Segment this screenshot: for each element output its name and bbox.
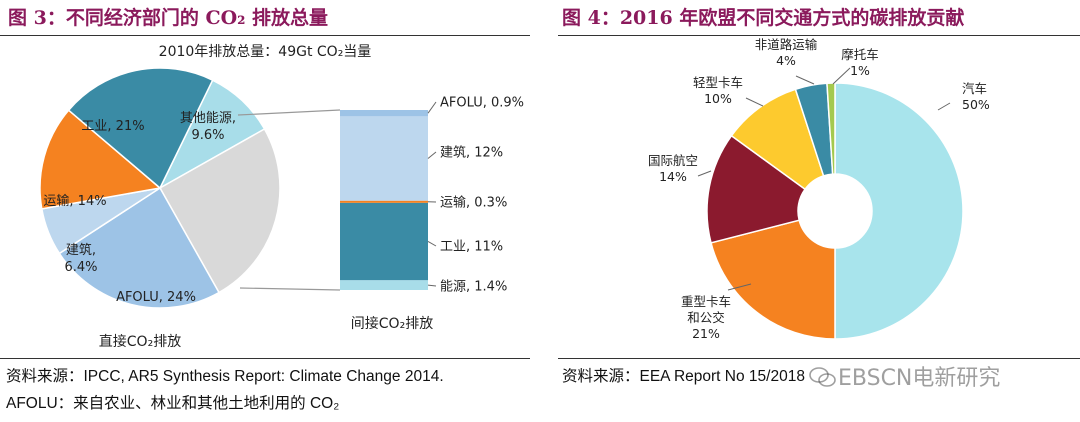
pie-label-buildings: 建筑, — [66, 242, 96, 258]
pie-slice-aviation — [706, 134, 807, 244]
donut-leader-heavy-trucks-buses — [727, 283, 752, 291]
figure-3-top-rule — [0, 35, 530, 36]
pie-value-buildings: 6.4% — [64, 260, 97, 275]
connector-line-bottom — [239, 287, 341, 291]
bar-segment-afolu — [340, 110, 428, 117]
indirect-emissions-bar-labels: 能源, 1.4% 工业, 11% 运输, 0.3% 建筑, 12% AFOLU, 0.9… — [427, 96, 524, 295]
direct-emissions-pie-labels: 其他能源, 9.6% AFOLU, 24% 建筑, 6.4% 运输, 14% 工业, 21% — [43, 111, 236, 305]
donut-label-light-trucks-0: 轻型卡车 — [693, 75, 743, 90]
bar-leader-industry — [427, 241, 437, 247]
bar-label-transport: 运输, 0.3% — [440, 195, 507, 211]
donut-label-non-road-1: 4% — [776, 53, 796, 68]
pie-slice-heavy-trucks-buses — [710, 219, 836, 340]
pie-slice-afolu — [58, 186, 221, 309]
bar-leader-buildings — [427, 151, 437, 159]
pie-slice-indirect — [158, 127, 281, 294]
donut-label-motorcycles-0: 摩托车 — [841, 47, 879, 62]
pie-label-afolu: AFOLU, 24% — [116, 290, 196, 305]
wechat-icon — [809, 367, 836, 387]
pie-value-other-energy: 9.6% — [191, 128, 224, 143]
donut-leader-light-trucks — [745, 97, 764, 107]
donut-label-aviation-1: 14% — [659, 169, 687, 184]
bar-segment-buildings — [340, 116, 428, 201]
pie-label-transport: 运输, 14% — [43, 193, 106, 209]
pie-label-other-energy: 其他能源, — [180, 111, 236, 126]
bar-leader-energy — [427, 284, 437, 287]
bar-segment-energy — [340, 280, 428, 290]
figure-4-source: 资料来源：EEA Report No 15/2018 — [562, 368, 805, 385]
pie-slice-cars — [834, 82, 964, 340]
donut-label-cars-1: 50% — [962, 97, 990, 112]
bar-segment-industry — [340, 202, 428, 281]
bar-label-energy: 能源, 1.4% — [440, 280, 507, 295]
figure-3-title: 图 3：不同经济部门的 CO₂ 排放总量 — [8, 7, 329, 29]
donut-leader-non-road — [795, 75, 815, 85]
watermark-text: EBSCN电新研究 — [838, 366, 1001, 391]
pie-slice-industry — [67, 67, 214, 190]
donut-label-motorcycles-1: 1% — [850, 63, 870, 78]
direct-emissions-pie — [39, 67, 281, 309]
donut-label-light-trucks-1: 10% — [704, 91, 732, 106]
donut-label-heavy-trucks-buses-2: 21% — [692, 326, 720, 341]
eu-transport-donut — [706, 82, 964, 340]
indirect-emissions-stacked-bar — [340, 110, 428, 290]
bar-segment-transport — [340, 200, 428, 203]
bar-label-buildings: 建筑, 12% — [440, 145, 503, 161]
bar-caption: 间接CO₂排放 — [351, 315, 433, 332]
donut-leader-motorcycles — [832, 67, 851, 85]
figure-4-title: 图 4：2016 年欧盟不同交通方式的碳排放贡献 — [562, 7, 965, 29]
figure-3-bottom-rule — [0, 358, 530, 359]
donut-label-cars-0: 汽车 — [962, 81, 987, 96]
bar-label-afolu: AFOLU, 0.9% — [440, 96, 524, 111]
donut-leader-aviation — [697, 170, 712, 177]
figure-3-subtitle: 2010年排放总量：49Gt CO₂当量 — [159, 44, 372, 60]
donut-label-non-road-0: 非道路运输 — [755, 38, 818, 52]
figure-3-panel: 图 3：不同经济部门的 CO₂ 排放总量 2010年排放总量：49Gt CO₂当… — [0, 0, 530, 422]
figure-3-chart: 2010年排放总量：49Gt CO₂当量 其他能源, 9.6% AFOLU, 24%… — [39, 44, 524, 350]
pie-label-industry: 工业, 21% — [81, 119, 144, 134]
figure-4-bottom-rule — [558, 358, 1080, 359]
donut-leader-cars — [937, 102, 951, 111]
pie-slice-transport — [39, 109, 162, 210]
pie-caption: 直接CO₂排放 — [99, 333, 181, 350]
connector-line-top — [237, 109, 341, 116]
donut-label-aviation-0: 国际航空 — [648, 153, 698, 168]
figure-3-note: AFOLU：来自农业、林业和其他土地利用的 CO₂ — [6, 395, 340, 412]
donut-label-heavy-trucks-buses-1: 和公交 — [687, 310, 725, 325]
figure-4-panel: 图 4：2016 年欧盟不同交通方式的碳排放贡献 汽车 50% 重型卡车 和公交 21%… — [558, 0, 1080, 422]
donut-label-heavy-trucks-buses-0: 重型卡车 — [681, 294, 731, 309]
figure-3-source: 资料来源：IPCC, AR5 Synthesis Report: Climate… — [6, 368, 444, 385]
bar-label-industry: 工业, 11% — [440, 240, 503, 255]
figure-4-top-rule — [558, 35, 1080, 36]
watermark: EBSCN电新研究 — [808, 360, 1000, 392]
bar-leader-afolu — [427, 101, 437, 114]
pie-slice-motorcycles — [826, 82, 836, 175]
